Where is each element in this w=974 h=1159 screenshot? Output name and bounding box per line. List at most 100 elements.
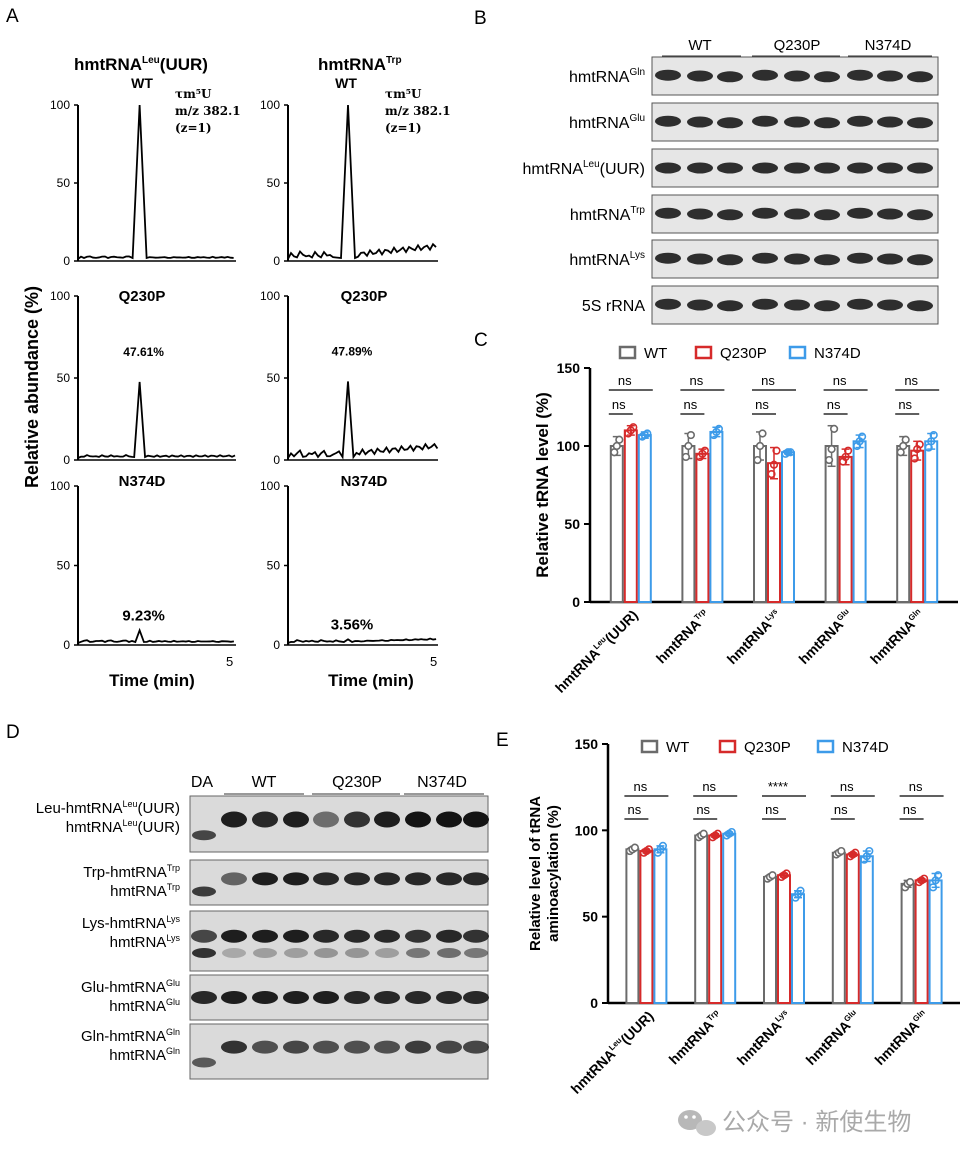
chart-e-ytick-label: 50	[582, 909, 598, 925]
panel-a-title-leu-text-suffix: (UUR)	[160, 55, 208, 74]
panel-a-xlabel-left: Time (min)	[109, 671, 195, 690]
chart-c-sig-top: ns	[690, 373, 704, 388]
chart-c-sig-bottom: ns	[898, 397, 912, 412]
panel-a-title-trp-text-sup: Trp	[386, 55, 402, 66]
panel-d-band-charged	[283, 991, 309, 1004]
panel-b-band	[847, 69, 873, 81]
chart-e-xtick-label-2: hmtRNALys	[734, 1007, 795, 1068]
chart-c-point	[643, 429, 652, 438]
chart-c-point	[700, 446, 710, 455]
chart-c-point	[843, 446, 853, 455]
chart-c-point	[857, 432, 867, 441]
panel-d-band-charged	[374, 991, 400, 1004]
panel-d-band-uncharged	[345, 948, 369, 958]
panel-e-bar-chart: 0 50 100 150 Relative level of tRNAaminoacyl…	[527, 736, 960, 1097]
chart-e-ylabel: Relative level of tRNAaminoacylation (%)	[527, 796, 562, 951]
chart-e-point	[933, 871, 943, 880]
panel-b-band	[784, 208, 810, 220]
panel-b-band	[687, 299, 713, 311]
chart-e-xtick-label-4-base: hmtRNA	[871, 1017, 922, 1068]
chart-c-sig-top: ns	[904, 373, 918, 388]
panel-d-upper-label-1: Trp-hmtRNATrp	[83, 863, 180, 881]
panel-b-band	[907, 162, 933, 174]
panel-b-band	[877, 208, 903, 220]
panel-d-lower-label-3-sup: Glu	[166, 997, 180, 1007]
chart-e-xtick-label-2-base: hmtRNA	[734, 1017, 785, 1068]
panel-a-r1-c0-trace	[77, 381, 236, 459]
panel-d-group-wt: WT	[252, 774, 277, 791]
panel-b-group-q230p: Q230P	[774, 37, 821, 54]
chart-e-point	[713, 829, 722, 838]
panel-b-band	[814, 117, 840, 129]
panel-b-band	[717, 71, 743, 83]
panel-d-band-charged	[374, 1040, 400, 1054]
panel-d-lower-label-4-sup: Gln	[166, 1046, 180, 1056]
chart-e-ytick-label: 0	[590, 995, 598, 1011]
panel-d-band-charged	[313, 811, 339, 828]
chart-c-point	[767, 469, 776, 479]
chart-e-point	[851, 848, 860, 857]
panel-b-band	[907, 71, 933, 83]
panel-a-r2-c0-ytick-label: 0	[63, 638, 70, 652]
chart-c-bar-n374d-1	[709, 430, 724, 603]
chart-e-sig-top: ns	[909, 779, 923, 794]
panel-d-lower-label-4-base: hmtRNA	[109, 1047, 166, 1064]
panel-d-upper-label-1-base: Trp-hmtRNA	[83, 864, 167, 881]
chart-c-sig-top: ns	[761, 373, 775, 388]
chart-c-xtick-label-4-base: hmtRNA	[867, 616, 918, 667]
panel-d-lower-label-3: hmtRNAGlu	[109, 997, 180, 1015]
panel-b-band	[752, 252, 778, 264]
panel-b-band	[784, 116, 810, 128]
chart-e-xtick-label-4: hmtRNAGln	[871, 1008, 931, 1068]
chart-e-bar-q230p-2	[777, 874, 791, 1005]
panel-d-band-uncharged	[464, 948, 488, 958]
panel-d-band-charged	[221, 991, 247, 1004]
panel-d-upper-label-2-sup: Lys	[166, 914, 180, 924]
chart-c-sig-top: ns	[618, 373, 632, 388]
panel-d-upper-label-4-base: Gln-hmtRNA	[81, 1028, 166, 1045]
panel-b-row-label-3-base: hmtRNA	[570, 207, 631, 224]
panel-a-annot-1-line2: m/z 382.1	[385, 104, 451, 118]
panel-a-r2-c0-trace	[77, 627, 235, 644]
chart-c-bar-wt-3	[824, 445, 839, 603]
chart-e-legend-swatch-wt	[640, 739, 659, 754]
panel-d-upper-label-4: Gln-hmtRNAGln	[81, 1027, 180, 1045]
watermark-text: 公众号 · 新使生物	[722, 1109, 911, 1136]
chart-c-point	[615, 435, 624, 444]
panel-a-r1-c1-ytick-label: 0	[273, 453, 280, 467]
chart-c-legend-label-q230p: Q230P	[720, 345, 767, 362]
panel-b-band	[907, 209, 933, 221]
panel-d-band-charged	[252, 991, 278, 1004]
panel-d-upper-label-2: Lys-hmtRNALys	[82, 914, 181, 932]
chart-e-ytick-label: 100	[575, 822, 599, 838]
panel-b-row-label-5: 5S rRNA	[582, 298, 645, 315]
panel-a-r2-c0-ytick-label: 100	[50, 479, 70, 493]
panel-a-annot-1-line3: (z=1)	[385, 121, 422, 135]
panel-a-r1-c1-peak-label: 47.89%	[332, 344, 373, 358]
panel-a-r2-c0-ytick-label: 50	[57, 559, 71, 573]
panel-d-band-charged	[221, 811, 247, 828]
chart-e-xtick-label-1: hmtRNATrp	[666, 1008, 726, 1068]
panel-d-lower-label-1: hmtRNATrp	[110, 882, 180, 900]
chart-c-ylabel: Relative tRNA level (%)	[533, 392, 552, 577]
chart-e-ylabel-line1: Relative level of tRNA	[527, 796, 544, 951]
chart-c-point	[910, 454, 919, 463]
panel-a-annot-0-line3: (z=1)	[175, 121, 212, 135]
panel-d-band-uncharged	[406, 948, 430, 958]
panel-d-band-charged	[283, 811, 309, 828]
panel-b-row-label-2-sup: Leu	[583, 159, 600, 170]
chart-c-xtick-label-3: hmtRNAGlu	[795, 607, 855, 667]
panel-b-band	[655, 207, 681, 219]
panel-d-upper-label-0-sup: Leu	[122, 799, 137, 809]
chart-c-sig-bottom: ns	[755, 397, 769, 412]
chart-c-bar-wt-2	[753, 445, 767, 603]
panel-d-group-n374d: N374D	[417, 774, 467, 791]
panel-letter-a: A	[6, 6, 19, 27]
panel-d-band-charged	[252, 811, 278, 828]
panel-b-band	[752, 207, 778, 219]
panel-d-band-charged	[221, 1040, 247, 1054]
panel-d-band-charged	[252, 872, 278, 886]
panel-b-row-label-4-base: hmtRNA	[569, 252, 630, 269]
panel-d-da-label: DA	[191, 774, 214, 791]
panel-d-band-charged	[313, 991, 339, 1004]
